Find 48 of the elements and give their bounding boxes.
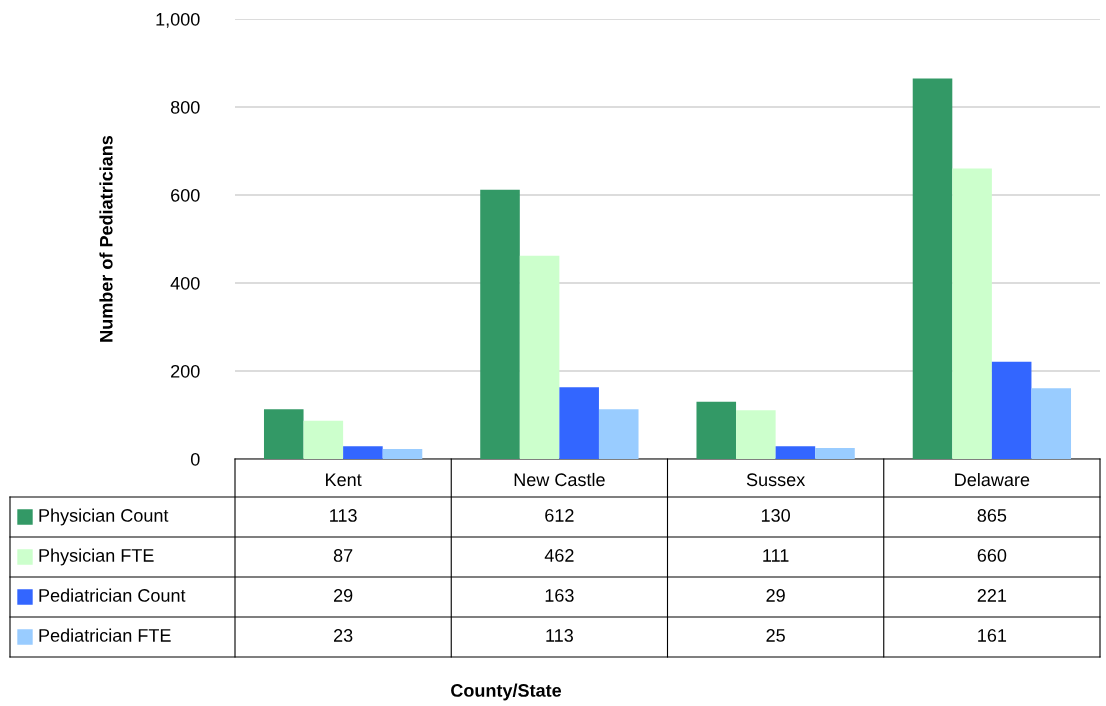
data-label: 25 [766,629,785,642]
data-label: 113 [330,509,357,522]
y-tick-label: 200 [171,364,200,378]
bar [952,168,992,459]
y-axis-title: Number of Pediatricians [99,135,113,342]
bar [480,189,520,459]
bar [1031,388,1072,459]
data-label: 660 [977,549,1007,562]
y-tick-label: 600 [171,188,200,202]
y-tick-label: 1,000 [156,12,200,28]
bar [343,446,383,459]
bar [912,78,953,459]
data-label: 865 [977,509,1007,522]
legend-label: Physician Count [39,508,169,526]
data-label: 87 [333,549,353,562]
x-tick-label: New Castle [514,472,605,487]
bar [775,446,816,459]
y-tick-label: 400 [170,276,200,290]
x-tick-label: Delaware [955,472,1030,487]
data-label: 612 [545,509,574,522]
data-label: 29 [333,589,353,602]
data-label: 29 [766,589,785,602]
data-label: 113 [546,629,573,642]
x-tick-label: Sussex [746,473,806,487]
bar [382,448,423,459]
y-tick-label: 800 [170,100,200,114]
data-label: 130 [761,509,790,522]
bar [263,409,304,459]
legend-label: Physician FTE [39,548,154,566]
bar [736,410,776,459]
bar [303,420,344,459]
data-label: 221 [977,589,1007,602]
text: County/State [451,683,562,701]
data-label: 111 [763,549,789,562]
bar [696,401,737,459]
bar [815,448,855,459]
legend-label: Pediatrician FTE [39,628,171,642]
bar [598,409,639,459]
data-label: 23 [333,629,353,642]
data-label: 163 [545,589,574,602]
y-tick-label: 0 [190,452,200,466]
x-tick-label: Kent [326,473,362,487]
data-label: 462 [544,549,574,562]
legend-label: Pediatrician Count [39,588,186,602]
bar [559,387,599,459]
bar [991,361,1032,459]
bar [519,255,560,459]
data-label: 161 [978,629,1007,642]
